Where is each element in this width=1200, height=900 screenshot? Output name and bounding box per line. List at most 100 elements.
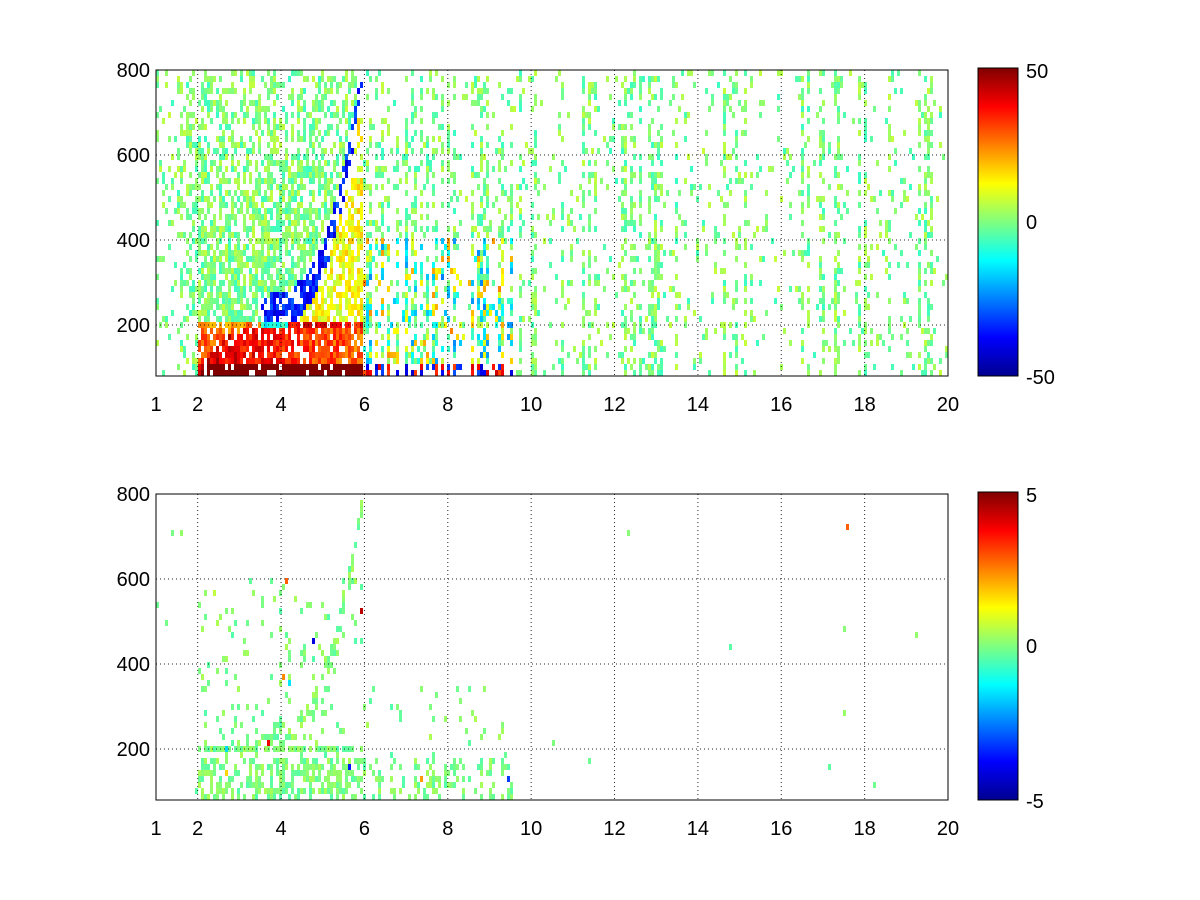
heatmap-cell — [300, 184, 303, 190]
heatmap-cell — [801, 178, 804, 184]
heatmap-cell — [234, 346, 237, 352]
heatmap-cell — [273, 70, 276, 76]
heatmap-cell — [165, 70, 168, 76]
heatmap-cell — [807, 106, 810, 112]
heatmap-cell — [543, 286, 546, 292]
heatmap-cell — [198, 346, 201, 352]
heatmap-cell — [585, 310, 588, 316]
heatmap-cell — [270, 788, 273, 794]
heatmap-cell — [381, 298, 384, 304]
heatmap-cell — [180, 322, 183, 328]
heatmap-cell — [198, 226, 201, 232]
heatmap-cell — [486, 76, 489, 82]
heatmap-cell — [351, 214, 354, 220]
heatmap-cell — [222, 734, 225, 740]
heatmap-cell — [489, 220, 492, 226]
heatmap-cell — [222, 656, 225, 662]
heatmap-cell — [273, 178, 276, 184]
heatmap-cell — [441, 166, 444, 172]
heatmap-cell — [267, 316, 270, 322]
heatmap-cell — [231, 166, 234, 172]
heatmap-cell — [882, 250, 885, 256]
heatmap-cell — [225, 250, 228, 256]
heatmap-cell — [312, 298, 315, 304]
heatmap-cell — [231, 70, 234, 76]
heatmap-cell — [519, 94, 522, 100]
heatmap-cell — [270, 280, 273, 286]
heatmap-cell — [225, 370, 228, 376]
heatmap-cell — [651, 184, 654, 190]
heatmap-cell — [396, 704, 399, 710]
heatmap-cell — [834, 334, 837, 340]
heatmap-cell — [303, 214, 306, 220]
heatmap-cell — [342, 142, 345, 148]
heatmap-cell — [396, 262, 399, 268]
heatmap-cell — [474, 226, 477, 232]
heatmap-cell — [186, 268, 189, 274]
heatmap-cell — [648, 310, 651, 316]
heatmap-cell — [726, 154, 729, 160]
heatmap-cell — [237, 340, 240, 346]
heatmap-cell — [432, 112, 435, 118]
heatmap-cell — [387, 124, 390, 130]
heatmap-cell — [294, 274, 297, 280]
heatmap-cell — [213, 364, 216, 370]
heatmap-cell — [357, 208, 360, 214]
heatmap-cell — [309, 788, 312, 794]
heatmap-cell — [327, 334, 330, 340]
heatmap-cell — [405, 208, 408, 214]
heatmap-cell — [801, 232, 804, 238]
heatmap-cell — [384, 244, 387, 250]
heatmap-cell — [423, 292, 426, 298]
heatmap-cell — [231, 632, 234, 638]
heatmap-cell — [420, 118, 423, 124]
heatmap-cell — [198, 322, 201, 328]
heatmap-cell — [546, 214, 549, 220]
heatmap-cell — [276, 334, 279, 340]
heatmap-cell — [531, 268, 534, 274]
heatmap-cell — [297, 322, 300, 328]
heatmap-cell — [222, 136, 225, 142]
heatmap-cell — [651, 292, 654, 298]
heatmap-cell — [318, 178, 321, 184]
heatmap-cell — [531, 232, 534, 238]
heatmap-cell — [441, 298, 444, 304]
heatmap-cell — [291, 208, 294, 214]
heatmap-cell — [276, 758, 279, 764]
heatmap-cell — [888, 274, 891, 280]
heatmap-cell — [864, 304, 867, 310]
heatmap-cell — [744, 262, 747, 268]
heatmap-cell — [348, 578, 351, 584]
heatmap-cell — [654, 238, 657, 244]
heatmap-cell — [252, 340, 255, 346]
heatmap-cell — [207, 250, 210, 256]
heatmap-cell — [228, 250, 231, 256]
heatmap-cell — [411, 100, 414, 106]
heatmap-cell — [543, 370, 546, 376]
heatmap-cell — [924, 292, 927, 298]
heatmap-cell — [657, 268, 660, 274]
heatmap-cell — [369, 124, 372, 130]
heatmap-cell — [255, 788, 258, 794]
heatmap-cell — [213, 160, 216, 166]
heatmap-cell — [294, 286, 297, 292]
heatmap-cell — [210, 770, 213, 776]
heatmap-cell — [297, 220, 300, 226]
heatmap-cell — [252, 190, 255, 196]
heatmap-cell — [315, 758, 318, 764]
heatmap-cell — [231, 310, 234, 316]
heatmap-cell — [303, 118, 306, 124]
colorbar-tick-label: 50 — [1026, 61, 1048, 83]
heatmap-cell — [501, 334, 504, 340]
heatmap-cell — [258, 142, 261, 148]
heatmap-cell — [660, 160, 663, 166]
heatmap-cell — [294, 358, 297, 364]
heatmap-cell — [612, 118, 615, 124]
heatmap-cell — [324, 82, 327, 88]
heatmap-cell — [306, 322, 309, 328]
heatmap-cell — [345, 292, 348, 298]
heatmap-cell — [279, 82, 282, 88]
heatmap-cell — [630, 256, 633, 262]
heatmap-cell — [561, 208, 564, 214]
x-tick-label: 1 — [150, 818, 161, 840]
